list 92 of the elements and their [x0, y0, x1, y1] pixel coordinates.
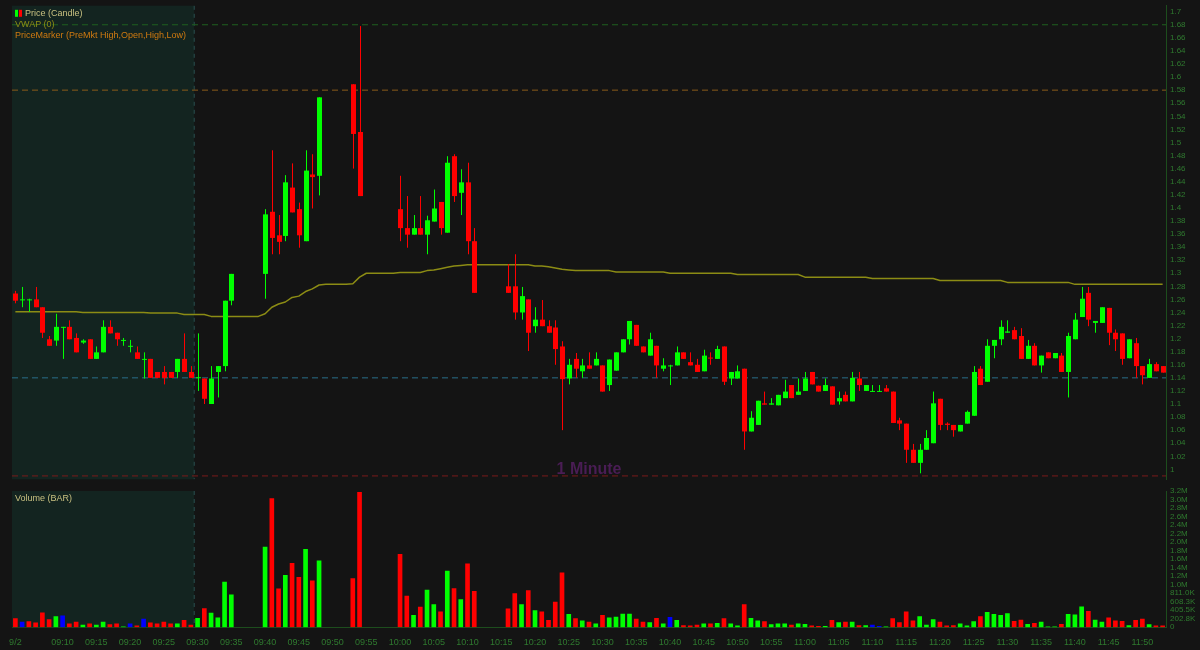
y-tick-label: 1.0M	[1170, 579, 1189, 589]
y-tick-label: 1.62	[1170, 59, 1187, 69]
x-tick-label: 09:15	[85, 637, 108, 648]
annotation: PriceMarker (PreMkt High,Open,High,Low)	[15, 29, 187, 40]
x-tick-label: 10:05	[422, 637, 446, 648]
x-tick-label: 10:40	[658, 637, 682, 648]
x-tick-label: 09:35	[220, 637, 243, 648]
y-tick-label: 1.06	[1170, 425, 1187, 435]
x-tick-label: 09:55	[355, 637, 378, 648]
y-tick-label: 1.2	[1170, 333, 1182, 343]
y-tick-label: 1.4M	[1170, 562, 1189, 572]
y-tick-label: 1.22	[1170, 320, 1187, 330]
y-tick-label: 1.52	[1170, 124, 1187, 134]
x-tick-label: 11:30	[996, 637, 1019, 648]
y-tick-label: 405.5K	[1170, 605, 1197, 615]
x-tick-label: 09:45	[287, 637, 311, 648]
x-tick-label: 09:50	[321, 637, 344, 648]
y-tick-label: 2.2M	[1170, 528, 1189, 538]
y-tick-label: 2.8M	[1170, 503, 1189, 513]
y-tick-label: 1.18	[1170, 346, 1187, 356]
y-tick-label: 1.24	[1170, 307, 1187, 317]
y-tick-label: 2.6M	[1170, 511, 1189, 521]
y-tick-label: 3.2M	[1170, 486, 1189, 496]
y-tick-label: 1.02	[1170, 451, 1187, 461]
y-tick-label: 608.3K	[1170, 596, 1197, 606]
x-tick-label: 10:00	[388, 637, 412, 648]
y-tick-label: 1.32	[1170, 255, 1187, 265]
y-tick-label: 1	[1170, 464, 1175, 474]
y-tick-label: 1.6M	[1170, 554, 1189, 564]
y-tick-label: 1.48	[1170, 150, 1187, 160]
x-tick-label: 10:15	[490, 637, 513, 648]
y-tick-label: 1.66	[1170, 33, 1187, 43]
y-tick-label: 1.04	[1170, 438, 1187, 448]
y-tick-label: 1.08	[1170, 412, 1187, 422]
x-tick-label: 11:35	[1030, 637, 1053, 648]
y-tick-label: 1.4	[1170, 203, 1182, 213]
y-tick-label: 1.38	[1170, 216, 1187, 226]
y-tick-label: 2.0M	[1170, 537, 1189, 547]
y-tick-label: 1.7	[1170, 6, 1182, 16]
x-tick-label: 10:10	[456, 637, 479, 648]
x-tick-label: 09:10	[51, 637, 74, 648]
y-tick-label: 1.6	[1170, 72, 1182, 82]
x-tick-label: 09:25	[152, 637, 176, 648]
x-tick-label: 09:30	[186, 637, 209, 648]
y-tick-label: 1.28	[1170, 281, 1187, 291]
y-tick-label: 2.4M	[1170, 520, 1189, 530]
y-tick-label: 1.3	[1170, 268, 1182, 278]
y-tick-label: 202.8K	[1170, 613, 1197, 623]
y-tick-label: 1.34	[1170, 242, 1187, 252]
text: Volume (BAR)	[15, 492, 73, 503]
x-tick-label: 10:35	[624, 637, 648, 648]
x-tick-label: 10:20	[523, 637, 547, 648]
x-tick-label: 10:25	[557, 637, 581, 648]
x-tick-label: 11:00	[794, 637, 816, 648]
y-tick-label: 811.0K	[1170, 587, 1196, 597]
y-tick-label: 1.46	[1170, 163, 1187, 173]
y-tick-label: 3.0M	[1170, 494, 1189, 504]
y-tick-label: 1.58	[1170, 85, 1187, 95]
x-tick-label: 11:05	[827, 637, 850, 648]
y-tick-label: 1.44	[1170, 176, 1187, 186]
legend-label: Price (Candle)	[25, 7, 83, 18]
y-tick-label: 1.54	[1170, 111, 1187, 121]
text: VWAP (0)	[15, 18, 55, 29]
y-tick-label: 1.2M	[1170, 571, 1189, 581]
x-tick-label: 09:20	[118, 637, 142, 648]
x-tick-label: 10:55	[759, 637, 783, 648]
y-tick-label: 1.5	[1170, 137, 1182, 147]
y-tick-label: 1.64	[1170, 46, 1187, 56]
x-tick-label: 10:50	[726, 637, 749, 648]
x-tick-label: 09:40	[253, 637, 277, 648]
annotation: 1 Minute	[556, 459, 622, 477]
y-tick-label: 1.26	[1170, 294, 1187, 304]
y-tick-label: 1.36	[1170, 229, 1187, 239]
x-tick-label: 9/2	[9, 637, 22, 648]
y-tick-label: 0	[1170, 622, 1175, 632]
x-tick-label: 11:10	[861, 637, 884, 648]
x-tick-label: 11:40	[1063, 637, 1086, 648]
x-tick-label: 11:25	[962, 637, 985, 648]
y-tick-label: 1.42	[1170, 189, 1187, 199]
y-tick-label: 1.16	[1170, 359, 1187, 369]
x-tick-label: 11:50	[1131, 637, 1154, 648]
x-tick-label: 10:45	[692, 637, 715, 648]
y-tick-label: 1.56	[1170, 98, 1187, 108]
y-tick-label: 1.12	[1170, 386, 1187, 396]
x-tick-label: 11:15	[895, 637, 918, 648]
x-tick-label: 10:30	[591, 637, 614, 648]
x-tick-label: 11:45	[1097, 637, 1120, 648]
x-tick-label: 11:20	[928, 637, 951, 648]
y-tick-label: 1.14	[1170, 373, 1187, 383]
y-tick-label: 1.1	[1170, 399, 1182, 409]
y-tick-label: 1.8M	[1170, 545, 1189, 555]
y-tick-label: 1.68	[1170, 19, 1187, 29]
